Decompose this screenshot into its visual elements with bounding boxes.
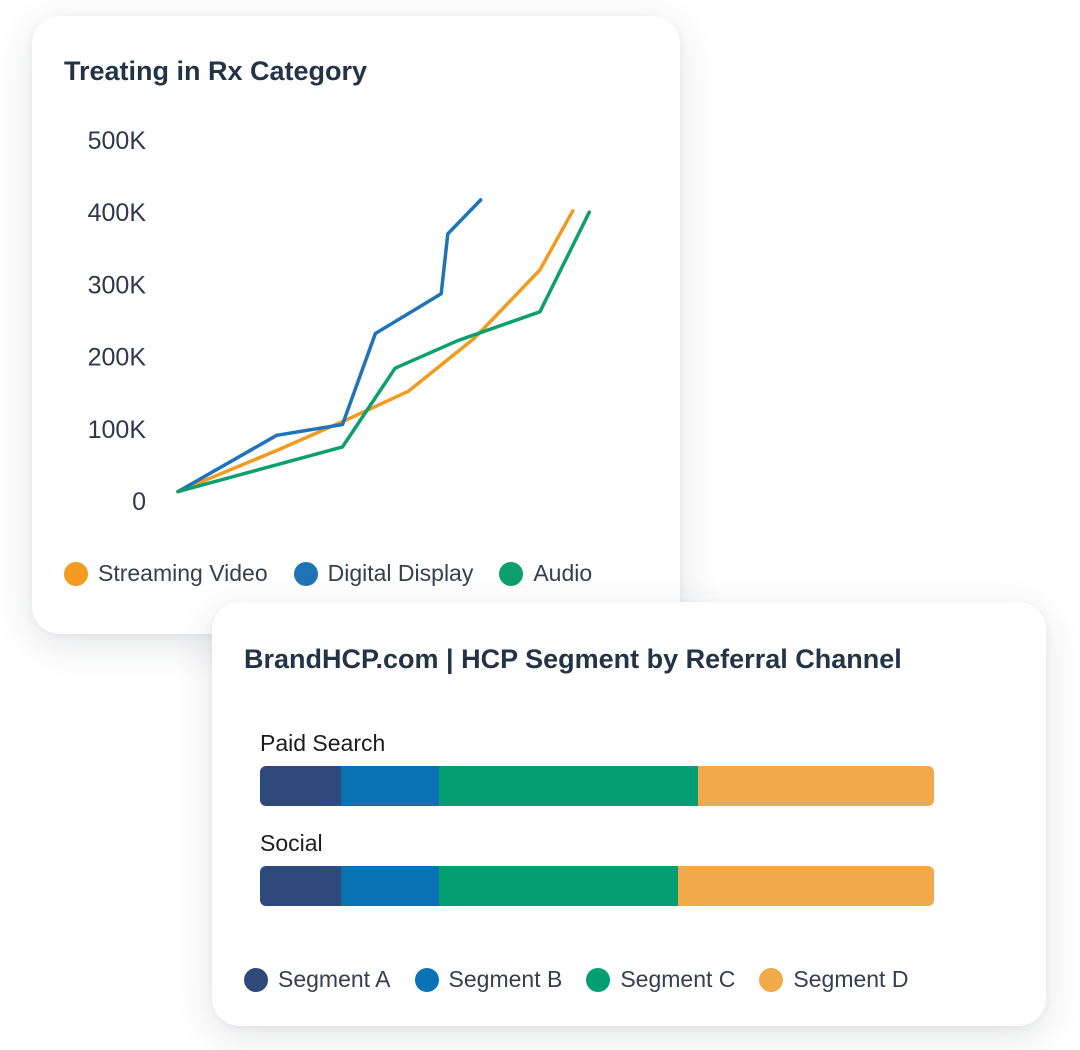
legend-label-segment-a: Segment A: [278, 966, 391, 992]
legend-dot-segment-d: [759, 967, 784, 992]
legend-label-digital-display: Digital Display: [327, 560, 474, 586]
legend-item-audio: Audio: [499, 560, 592, 587]
stacked-bar-paid-search: [260, 766, 934, 806]
series-line-digital-display: [176, 198, 483, 494]
line-chart-card: Treating in Rx Category 0 100K 200K 300K 400…: [32, 16, 680, 634]
y-tick-label-200k: 200K: [88, 344, 147, 372]
y-tick-label-400k: 400K: [88, 199, 147, 227]
bar-chart-legend: Segment A Segment B Segment C Segment D: [244, 966, 932, 993]
legend-item-segment-a: Segment A: [244, 966, 391, 993]
y-tick-label-300k: 300K: [88, 271, 147, 299]
bar-segment-paid-search-segment-c: [438, 766, 699, 806]
legend-dot-segment-b: [414, 967, 439, 992]
legend-item-streaming-video: Streaming Video: [64, 560, 268, 587]
bar-row-label-social: Social: [260, 830, 323, 856]
bar-segment-social-segment-a: [260, 866, 341, 906]
stacked-bar-social: [260, 866, 934, 906]
line-chart-legend: Streaming Video Digital Display Audio: [64, 560, 618, 587]
legend-label-segment-c: Segment C: [620, 966, 736, 992]
bar-segment-paid-search-segment-b: [340, 766, 439, 806]
bar-segment-paid-search-segment-d: [698, 766, 934, 806]
legend-label-audio: Audio: [533, 560, 593, 586]
line-chart-title: Treating in Rx Category: [64, 56, 368, 86]
series-line-audio: [176, 210, 592, 494]
y-tick-label-500k: 500K: [88, 127, 147, 155]
series-line-streaming-video: [176, 209, 575, 494]
bar-segment-social-segment-b: [340, 866, 439, 906]
legend-item-digital-display: Digital Display: [293, 560, 474, 587]
legend-dot-digital-display: [293, 561, 318, 586]
legend-item-segment-b: Segment B: [414, 966, 563, 993]
legend-item-segment-c: Segment C: [586, 966, 735, 993]
line-chart: 0 100K 200K 300K 400K 500K: [88, 127, 592, 516]
legend-item-segment-d: Segment D: [759, 966, 908, 993]
y-tick-label-100k: 100K: [88, 416, 147, 444]
bar-segment-paid-search-segment-a: [260, 766, 341, 806]
legend-label-segment-d: Segment D: [793, 966, 909, 992]
legend-label-segment-b: Segment B: [448, 966, 563, 992]
legend-dot-segment-c: [586, 967, 611, 992]
legend-dot-segment-a: [244, 967, 268, 992]
legend-dot-audio: [499, 561, 524, 586]
bar-chart-card: BrandHCP.com | HCP Segment by Referral C…: [212, 602, 1046, 1026]
bar-segment-social-segment-c: [438, 866, 678, 906]
legend-label-streaming-video: Streaming Video: [98, 560, 268, 586]
bar-segment-social-segment-d: [677, 866, 934, 906]
bar-row-label-paid-search: Paid Search: [260, 730, 386, 756]
legend-dot-streaming-video: [64, 561, 88, 586]
bar-chart-title: BrandHCP.com | HCP Segment by Referral C…: [244, 644, 902, 674]
y-tick-label-0: 0: [132, 488, 146, 516]
